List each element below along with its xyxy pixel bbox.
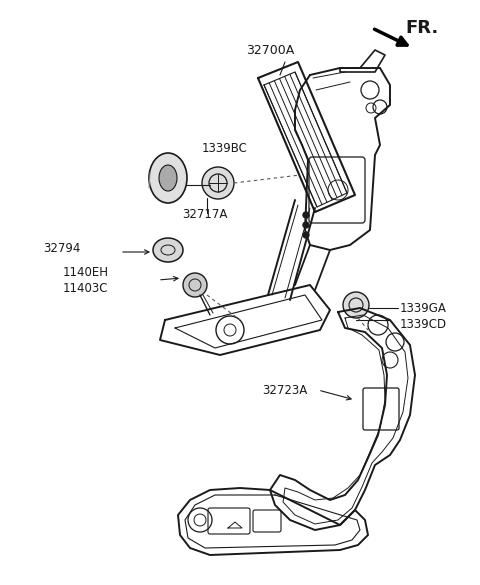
Circle shape xyxy=(303,222,309,228)
Circle shape xyxy=(202,167,234,199)
Circle shape xyxy=(343,292,369,318)
Text: 32717A: 32717A xyxy=(182,208,228,222)
Text: 1339CD: 1339CD xyxy=(400,318,447,332)
FancyBboxPatch shape xyxy=(0,0,1,1)
Circle shape xyxy=(303,212,309,218)
Text: 32794: 32794 xyxy=(43,242,80,254)
Ellipse shape xyxy=(159,165,177,191)
Text: FR.: FR. xyxy=(405,19,438,37)
Circle shape xyxy=(303,232,309,238)
Text: 32723A: 32723A xyxy=(262,384,307,397)
Circle shape xyxy=(183,273,207,297)
Text: 1339BC: 1339BC xyxy=(202,142,248,154)
Text: 32700A: 32700A xyxy=(246,43,294,57)
Text: 1339GA: 1339GA xyxy=(400,301,447,315)
Ellipse shape xyxy=(149,153,187,203)
Text: 11403C: 11403C xyxy=(63,281,108,294)
Ellipse shape xyxy=(153,238,183,262)
Text: 1140EH: 1140EH xyxy=(63,266,109,278)
